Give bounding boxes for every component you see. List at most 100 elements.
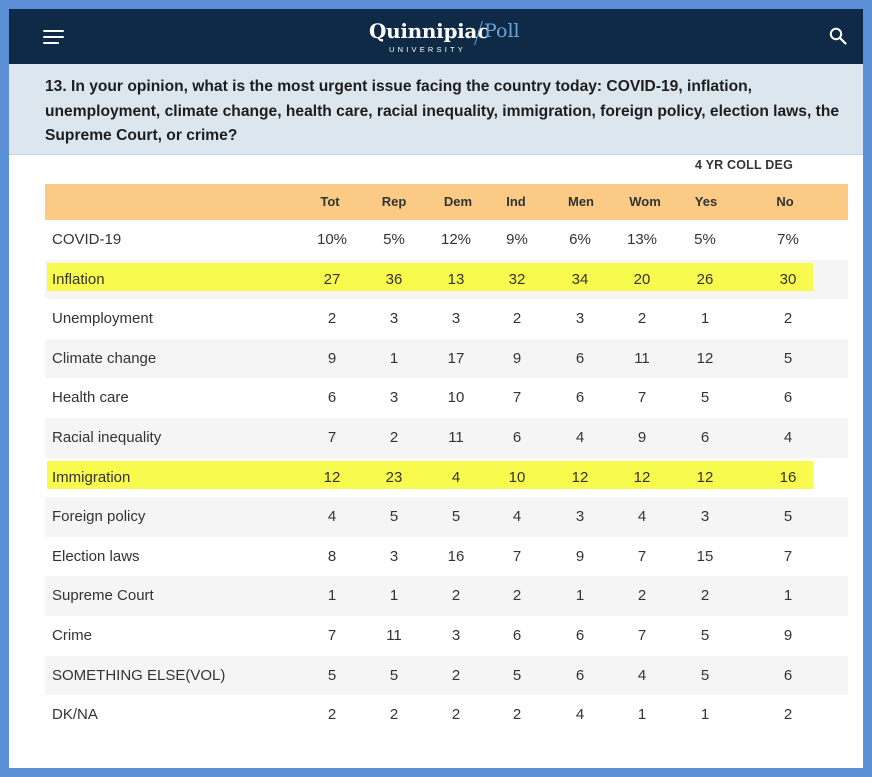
quinnipiac-poll-logo[interactable]: Quinnipiac Poll UNIVERSITY <box>369 19 529 55</box>
table-cell: 32 <box>508 270 526 288</box>
table-cell: 3 <box>389 547 399 565</box>
row-label: Immigration <box>52 468 131 486</box>
column-header: Ind <box>506 194 526 209</box>
table-cell: 5 <box>700 389 710 407</box>
logo-poll: Poll <box>484 20 520 42</box>
table-cell: 11 <box>448 428 464 446</box>
column-header: Men <box>568 194 594 209</box>
table-cell: 11 <box>386 626 402 644</box>
table-cell: 7 <box>327 428 337 446</box>
row-label: Health care <box>52 389 129 407</box>
row-label: Inflation <box>52 270 105 288</box>
table-cell: 5 <box>700 626 710 644</box>
table-cell: 2 <box>327 310 337 328</box>
logo-name: Quinnipiac <box>369 19 489 43</box>
table-cell: 6 <box>575 666 585 684</box>
row-highlight <box>47 262 813 291</box>
table-cell: 4 <box>575 428 585 446</box>
table-cell: 5% <box>694 231 716 248</box>
table-cell: 5 <box>700 666 710 684</box>
row-label: Crime <box>52 626 92 644</box>
table-cell: 12 <box>633 468 651 486</box>
column-header: Rep <box>381 194 407 209</box>
table-row: Climate change 9 1 17 9 6 11 12 5 <box>45 338 848 379</box>
table-row: Unemployment 2 3 3 2 3 2 1 2 <box>45 299 848 339</box>
table-row: DK/NA 2 2 2 2 4 1 1 2 <box>45 695 848 735</box>
table-cell: 1 <box>389 349 399 367</box>
page-frame: Quinnipiac Poll UNIVERSITY 13. In your o… <box>9 9 863 768</box>
table-cell: 12 <box>571 468 589 486</box>
question-text: 13. In your opinion, what is the most ur… <box>45 78 840 144</box>
table-row: Health care 6 3 10 7 6 7 5 6 <box>45 378 848 418</box>
table-cell: 34 <box>571 270 589 288</box>
column-header: No <box>776 194 794 209</box>
table-cell: 17 <box>447 349 465 367</box>
table-cell: 2 <box>512 706 522 724</box>
table-cell: 30 <box>779 270 797 288</box>
table-cell: 2 <box>451 666 461 684</box>
table-cell: 5% <box>383 231 405 248</box>
table-cell: 5 <box>327 666 337 684</box>
table-cell: 12 <box>696 468 714 486</box>
table-cell: 9 <box>637 428 647 446</box>
hamburger-menu-icon[interactable] <box>43 27 67 45</box>
table-cell: 1 <box>700 310 710 328</box>
column-header: Wom <box>629 194 661 209</box>
logo-subtitle: UNIVERSITY <box>389 45 467 54</box>
site-header: Quinnipiac Poll UNIVERSITY <box>9 9 863 64</box>
table-cell: 15 <box>696 547 714 565</box>
table-cell: 13% <box>626 231 658 248</box>
table-cell: 16 <box>447 547 465 565</box>
row-label: Climate change <box>52 349 157 367</box>
table-cell: 6 <box>575 349 585 367</box>
table-cell: 2 <box>783 310 793 328</box>
table-cell: 6 <box>783 389 793 407</box>
table-cell: 1 <box>783 587 793 605</box>
table-cell: 4 <box>451 468 461 486</box>
table-cell: 2 <box>389 428 399 446</box>
table-cell: 1 <box>637 706 647 724</box>
table-cell: 16 <box>779 468 797 486</box>
table-cell: 4 <box>637 666 647 684</box>
table-cell: 8 <box>327 547 337 565</box>
table-cell: 10 <box>447 389 465 407</box>
row-highlight <box>47 460 813 489</box>
table-cell: 1 <box>389 587 399 605</box>
table-row: Immigration 12 23 4 10 12 12 12 16 <box>45 458 848 498</box>
table-cell: 10 <box>508 468 526 486</box>
row-label: DK/NA <box>52 706 98 724</box>
table-row: Foreign policy 4 5 5 4 3 4 3 5 <box>45 497 848 537</box>
table-row: Crime 7 11 3 6 6 7 5 9 <box>45 616 848 656</box>
table-cell: 2 <box>512 310 522 328</box>
search-icon[interactable] <box>829 27 847 45</box>
table-cell: 7 <box>327 626 337 644</box>
table-cell: 20 <box>633 270 651 288</box>
row-label: Racial inequality <box>52 428 162 446</box>
table-cell: 9 <box>327 349 337 367</box>
table-row: COVID-19 10% 5% 12% 9% 6% 13% 5% 7% <box>45 220 848 260</box>
table-cell: 7 <box>637 547 647 565</box>
table-cell: 2 <box>451 587 461 605</box>
row-label: Unemployment <box>52 310 153 328</box>
table-cell: 23 <box>385 468 403 486</box>
table-cell: 10% <box>316 231 348 248</box>
table-row: Inflation 27 36 13 32 34 20 26 30 <box>45 259 848 300</box>
table-cell: 11 <box>634 349 650 367</box>
table-cell: 6 <box>575 626 585 644</box>
table-cell: 7 <box>512 389 522 407</box>
row-label: SOMETHING ELSE(VOL) <box>52 666 226 684</box>
table-cell: 5 <box>389 666 399 684</box>
row-label: Election laws <box>52 547 140 565</box>
table-cell: 2 <box>783 706 793 724</box>
table-cell: 6% <box>569 231 591 248</box>
question-banner: 13. In your opinion, what is the most ur… <box>9 64 863 155</box>
table-cell: 26 <box>696 270 714 288</box>
table-cell: 2 <box>637 587 647 605</box>
table-cell: 2 <box>389 706 399 724</box>
table-cell: 2 <box>700 587 710 605</box>
table-row: Election laws 8 3 16 7 9 7 15 7 <box>45 537 848 577</box>
table-cell: 5 <box>512 666 522 684</box>
table-cell: 12 <box>323 468 341 486</box>
table-cell: 3 <box>700 508 710 526</box>
row-label: COVID-19 <box>52 231 122 248</box>
